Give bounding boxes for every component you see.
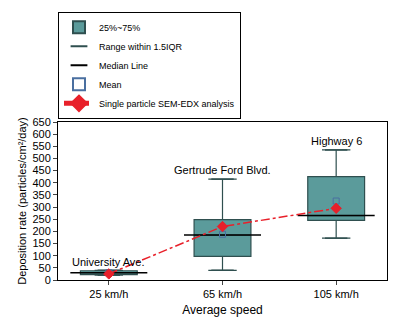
svg-text:450: 450 <box>32 164 50 176</box>
svg-text:600: 600 <box>32 128 50 140</box>
svg-text:50: 50 <box>39 262 51 274</box>
svg-text:250: 250 <box>32 213 50 225</box>
svg-text:Median Line: Median Line <box>99 61 148 71</box>
svg-text:150: 150 <box>32 237 50 249</box>
svg-text:Highway 6: Highway 6 <box>311 135 362 147</box>
svg-text:0: 0 <box>45 274 51 286</box>
svg-text:100: 100 <box>32 250 50 262</box>
svg-text:500: 500 <box>32 152 50 164</box>
svg-text:300: 300 <box>32 201 50 213</box>
svg-text:200: 200 <box>32 225 50 237</box>
svg-text:University Ave.: University Ave. <box>72 256 145 268</box>
svg-text:25%~75%: 25%~75% <box>99 23 140 33</box>
svg-text:350: 350 <box>32 189 50 201</box>
svg-text:Deposition rate (particles/cm²: Deposition rate (particles/cm²/day) <box>16 117 28 285</box>
svg-text:400: 400 <box>32 177 50 189</box>
svg-text:105 km/h: 105 km/h <box>314 288 359 300</box>
svg-text:Gertrude Ford Blvd.: Gertrude Ford Blvd. <box>174 164 271 176</box>
svg-text:Mean: Mean <box>99 80 122 90</box>
svg-text:650: 650 <box>32 116 50 128</box>
svg-text:Single particle SEM-EDX analys: Single particle SEM-EDX analysis <box>99 99 235 109</box>
svg-text:Range within 1.5IQR: Range within 1.5IQR <box>99 42 183 52</box>
svg-text:Average speed: Average speed <box>182 303 263 317</box>
svg-text:550: 550 <box>32 140 50 152</box>
svg-text:25 km/h: 25 km/h <box>89 288 128 300</box>
svg-text:65 km/h: 65 km/h <box>203 288 242 300</box>
